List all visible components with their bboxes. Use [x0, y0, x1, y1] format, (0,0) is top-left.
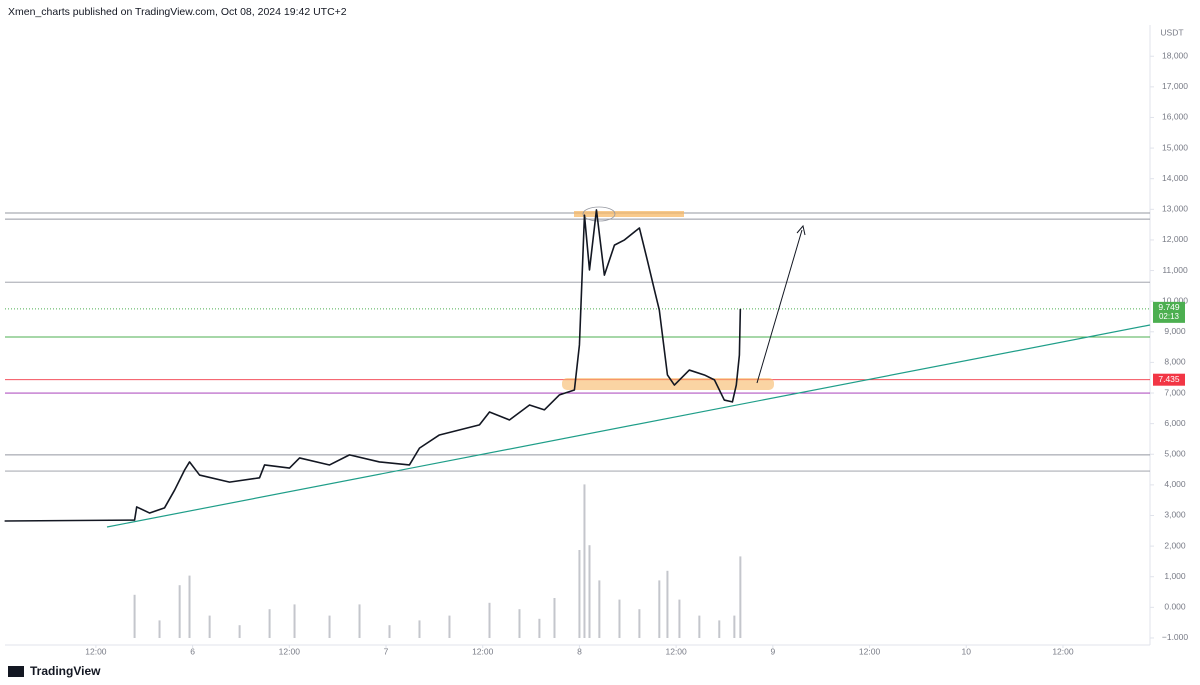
y-tick-label: 8,000	[1164, 357, 1186, 367]
volume-bar	[158, 620, 161, 638]
highlight-ellipse	[582, 206, 616, 222]
drawings	[106, 206, 1151, 528]
volume-bar	[418, 620, 421, 638]
y-tick-label: 7,000	[1164, 387, 1186, 397]
x-tick-label: 12:00	[1052, 646, 1074, 656]
x-tick-label: 12:00	[859, 646, 881, 656]
price-line	[4, 209, 742, 522]
publish-header: Xmen_charts published on TradingView.com…	[8, 6, 347, 18]
volume-bar	[328, 615, 331, 638]
x-tick-label: 6	[190, 646, 195, 656]
y-tick-label: 12,000	[1162, 234, 1188, 244]
volume-bar	[178, 585, 181, 638]
y-tick-label: 3,000	[1164, 510, 1186, 520]
y-tick-label: 11,000	[1162, 265, 1188, 275]
volume-bar	[553, 598, 556, 638]
y-tick-label: 4,000	[1164, 479, 1186, 489]
volume-bar	[538, 618, 541, 638]
level-price-label: 7.435	[1158, 374, 1180, 384]
volume-bar	[293, 604, 296, 638]
last-price-label: 9.749	[1158, 302, 1180, 312]
volume-bar	[638, 609, 641, 638]
volume-bar	[618, 599, 621, 638]
y-tick-label: 13,000	[1162, 204, 1188, 214]
volume-bar	[448, 615, 451, 638]
x-tick-label: 7	[384, 646, 389, 656]
volume-bar	[678, 599, 681, 638]
x-tick-label: 12:00	[279, 646, 301, 656]
arrow-head	[796, 224, 806, 236]
y-tick-label: 14,000	[1162, 173, 1188, 183]
volume-bar	[358, 604, 361, 638]
x-tick-label: 12:00	[472, 646, 494, 656]
support-zone	[562, 378, 774, 390]
footer-logo: TradingView	[30, 664, 101, 678]
x-tick-label: 9	[770, 646, 775, 656]
logo-icon	[8, 666, 24, 677]
volume-bar	[518, 609, 521, 638]
y-tick-label: 2,000	[1164, 540, 1186, 550]
y-tick-label: 6,000	[1164, 418, 1186, 428]
y-tick-label: 15,000	[1162, 142, 1188, 152]
volume-bar	[598, 580, 601, 638]
x-tick-label: 12:00	[665, 646, 687, 656]
y-tick-label: 5,000	[1164, 449, 1186, 459]
y-tick-label: 1,000	[1164, 571, 1186, 581]
x-tick-label: 12:00	[85, 646, 107, 656]
volume-bar	[578, 550, 581, 638]
trend-line	[106, 324, 1151, 528]
volume-bar	[588, 545, 591, 638]
y-tick-label: 18,000	[1162, 50, 1188, 60]
volume-bar	[188, 575, 191, 638]
volume-bar	[238, 625, 241, 638]
volume-bar	[488, 602, 491, 638]
volume-bar	[658, 580, 661, 638]
volume-bar	[268, 609, 271, 638]
volume-bar	[208, 615, 211, 638]
volume-bar	[718, 620, 721, 638]
volume-bar	[583, 484, 586, 638]
y-tick-label: 16,000	[1162, 112, 1188, 122]
volume-bar	[388, 625, 391, 638]
last-price-tag	[1153, 301, 1185, 323]
projection-arrow	[756, 229, 803, 384]
y-tick-label: −1.000	[1162, 632, 1189, 642]
resistance-zone	[574, 211, 684, 217]
volume-bar	[698, 615, 701, 638]
y-tick-label: 10,000	[1162, 295, 1188, 305]
volume-bar	[133, 594, 136, 638]
level-price-tag	[1153, 373, 1185, 386]
bar-countdown: 02:13	[1159, 312, 1180, 321]
y-tick-label: 9,000	[1164, 326, 1186, 336]
volume-bar	[739, 556, 742, 638]
x-tick-label: 8	[577, 646, 582, 656]
x-tick-label: 10	[962, 646, 972, 656]
volume-bar	[733, 615, 736, 638]
y-tick-label: 17,000	[1162, 81, 1188, 91]
currency-label: USDT	[1160, 27, 1183, 37]
volume-bar	[666, 570, 669, 638]
y-tick-label: 0.000	[1164, 602, 1186, 612]
